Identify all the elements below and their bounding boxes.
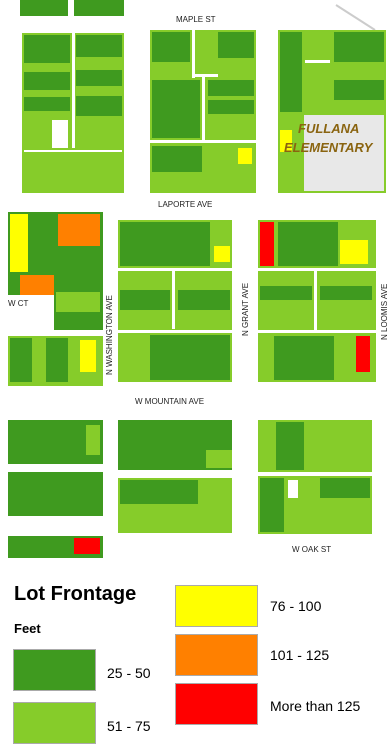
city-block xyxy=(22,33,124,193)
legend-swatch-101-125 xyxy=(175,634,258,676)
legend: Lot Frontage Feet 25 - 50 51 - 75 76 - 1… xyxy=(0,565,390,745)
parcel-block xyxy=(74,0,124,16)
legend-swatch-more-than-125 xyxy=(175,683,258,725)
legend-swatch-76-100 xyxy=(175,585,258,627)
city-block xyxy=(150,30,256,193)
city-block xyxy=(258,420,372,534)
legend-label-51-75: 51 - 75 xyxy=(107,718,151,734)
legend-label-101-125: 101 - 125 xyxy=(270,647,330,663)
road-line xyxy=(335,4,376,31)
school-label-line2: ELEMENTARY xyxy=(284,140,374,155)
parcel-block xyxy=(20,0,68,16)
street-label-laporte: LAPORTE AVE xyxy=(158,200,212,209)
city-block xyxy=(258,220,376,382)
lot-frontage-map: MAPLE ST LAPORTE AVE N WASHINGTON AVE N … xyxy=(8,0,389,558)
street-label-mountain: W MOUNTAIN AVE xyxy=(135,397,204,406)
city-block xyxy=(8,336,103,386)
city-block xyxy=(278,30,386,193)
street-label-grant: N GRANT AVE xyxy=(241,283,250,336)
legend-title: Lot Frontage xyxy=(14,583,137,605)
legend-swatch-25-50 xyxy=(13,649,96,691)
street-label-loomis: N LOOMIS AVE xyxy=(380,284,389,340)
legend-swatch-51-75 xyxy=(13,702,96,744)
legend-label-more-than-125: More than 125 xyxy=(270,698,361,714)
street-label-maple: MAPLE ST xyxy=(176,15,216,24)
street-label-w-ct: W CT xyxy=(8,299,29,308)
city-block xyxy=(8,420,103,558)
legend-label-25-50: 25 - 50 xyxy=(107,665,151,681)
city-block xyxy=(118,220,232,382)
city-block xyxy=(118,420,232,533)
school-label-line1: FULLANA xyxy=(298,121,359,136)
city-block xyxy=(8,212,103,330)
legend-label-76-100: 76 - 100 xyxy=(270,598,322,614)
street-label-washington: N WASHINGTON AVE xyxy=(105,295,114,375)
street-label-oak: W OAK ST xyxy=(292,545,331,554)
legend-subtitle: Feet xyxy=(14,621,41,636)
